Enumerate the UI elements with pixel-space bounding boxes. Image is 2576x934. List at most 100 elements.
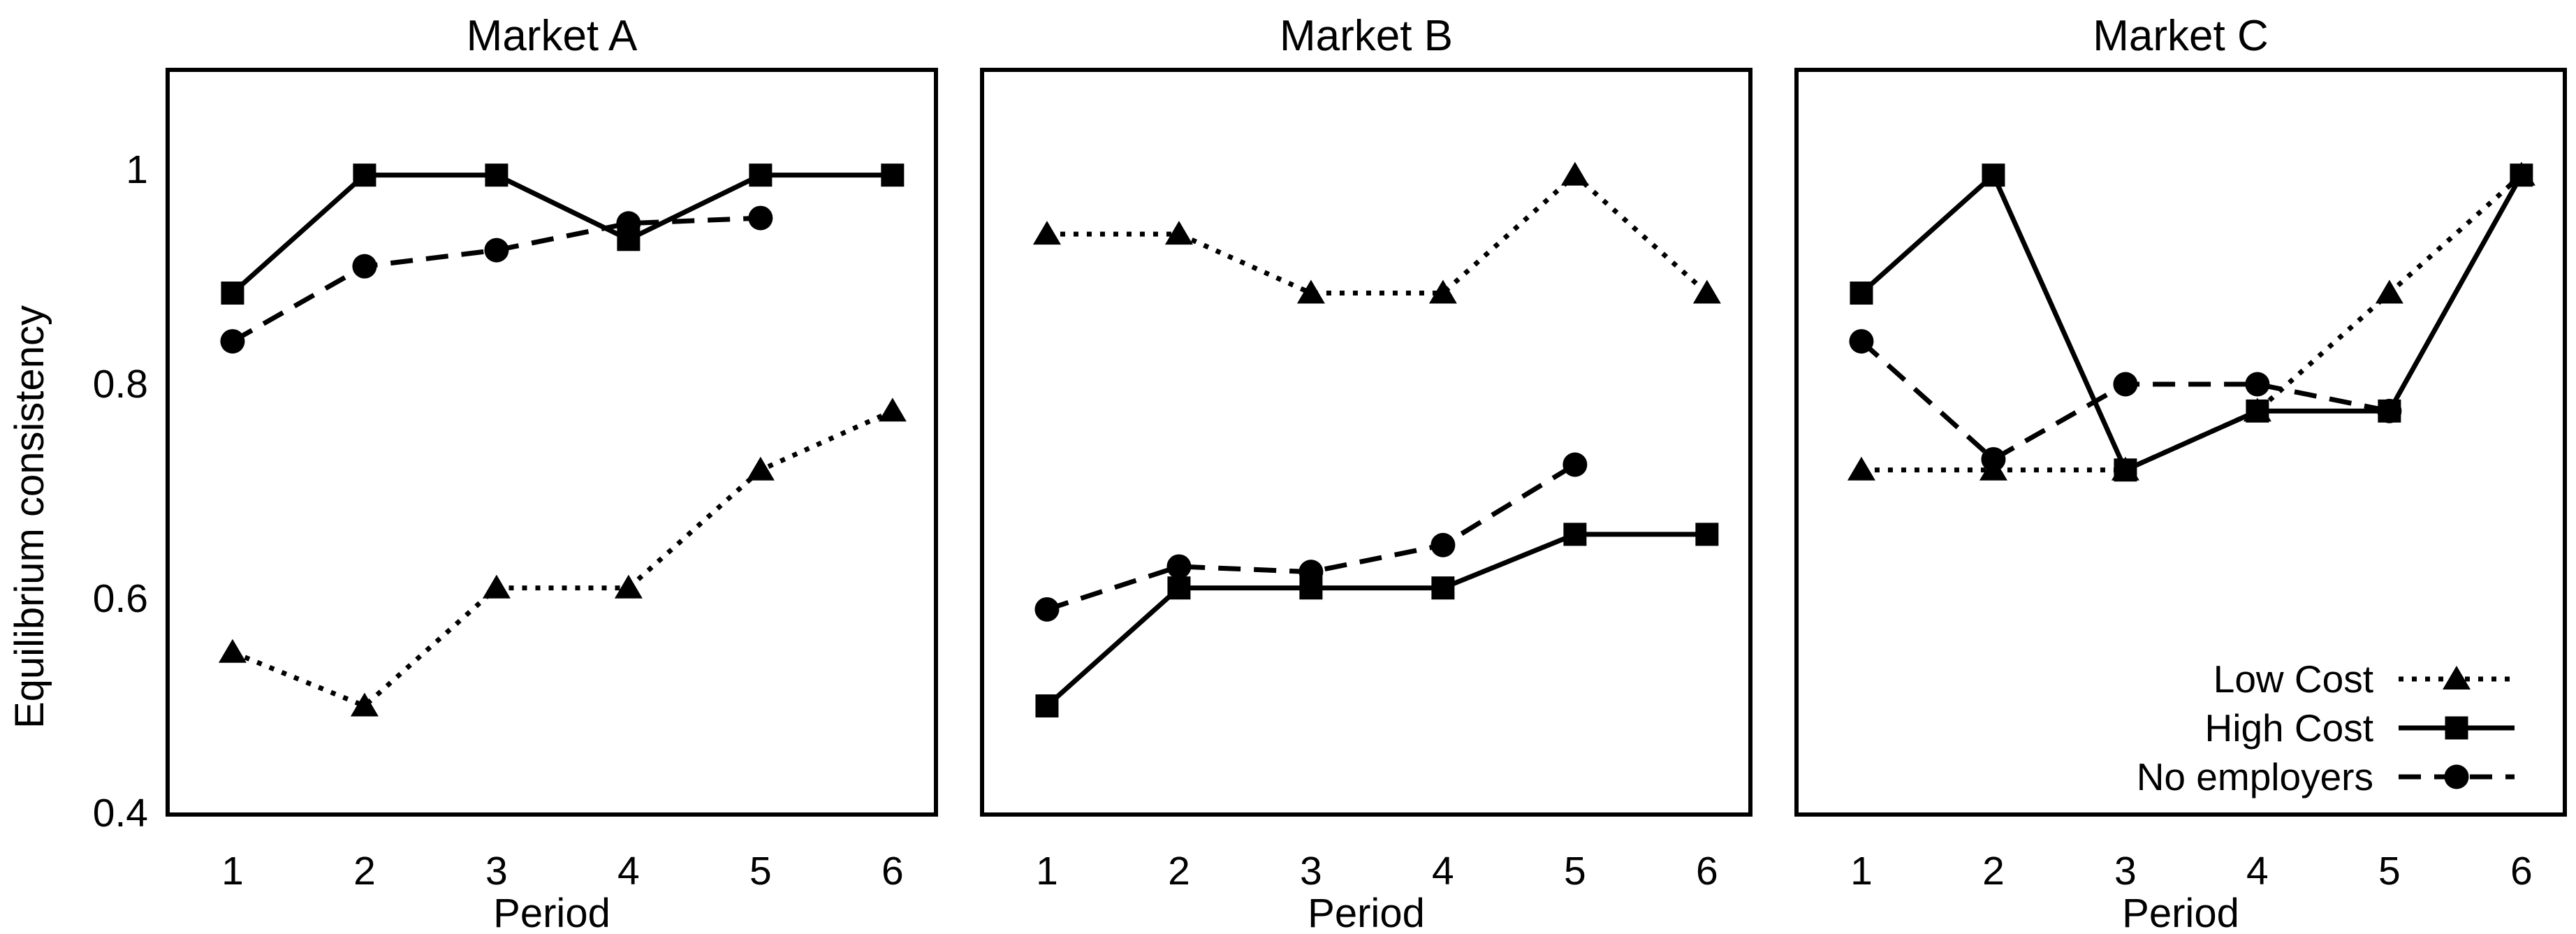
y-tick-label: 0.8 bbox=[93, 362, 148, 407]
panel-market-a: Market A 1 2 3 4 5 6 Period bbox=[166, 12, 938, 934]
series-high-cost bbox=[1850, 163, 2533, 482]
square-marker bbox=[221, 282, 244, 305]
x-axis-title: Period bbox=[2122, 891, 2239, 934]
square-marker bbox=[1035, 694, 1059, 717]
y-axis-title: Equilibrium consistency bbox=[7, 305, 52, 729]
circle-marker bbox=[2444, 764, 2469, 789]
x-tick-label: 6 bbox=[1696, 849, 1718, 893]
legend-entry-no-employers: No employers bbox=[2137, 755, 2515, 798]
solid-line bbox=[1859, 170, 2524, 474]
plot-frame bbox=[166, 68, 938, 817]
square-marker bbox=[617, 228, 641, 251]
dashed-line bbox=[231, 215, 761, 344]
triangle-marker bbox=[1847, 456, 1875, 481]
triangle-marker bbox=[1692, 279, 1721, 304]
panel-market-c: Market C 1 2 3 4 5 6 Period bbox=[1794, 12, 2567, 934]
circle-marker bbox=[748, 205, 773, 231]
triangle-marker bbox=[1296, 279, 1325, 304]
legend-label: High Cost bbox=[2205, 706, 2373, 750]
circle-marker bbox=[1166, 554, 1192, 579]
series-low-cost bbox=[1032, 161, 1721, 304]
x-tick-label: 1 bbox=[1850, 849, 1873, 893]
x-tick-label: 2 bbox=[353, 849, 376, 893]
x-tick-label: 5 bbox=[749, 849, 772, 893]
triangle-marker bbox=[218, 639, 247, 663]
x-tick-label: 4 bbox=[1432, 849, 1454, 893]
triangle-marker bbox=[350, 692, 379, 717]
triangle-marker bbox=[878, 397, 907, 422]
square-marker bbox=[2378, 399, 2401, 423]
triangle-marker bbox=[1560, 161, 1589, 186]
triangle-marker bbox=[1032, 221, 1061, 245]
series-high-cost bbox=[1035, 523, 1719, 717]
dotted-line bbox=[231, 409, 894, 709]
x-tick-label: 5 bbox=[2378, 849, 2401, 893]
square-marker bbox=[881, 163, 905, 187]
y-tick-label: 0.6 bbox=[93, 576, 148, 621]
triangle-marker bbox=[1428, 279, 1457, 304]
x-tick-label: 2 bbox=[1168, 849, 1190, 893]
square-marker bbox=[1695, 523, 1719, 546]
square-marker bbox=[2445, 716, 2468, 740]
x-tick-label: 5 bbox=[1564, 849, 1586, 893]
y-tick-label: 1 bbox=[126, 147, 148, 192]
x-tick-label: 1 bbox=[1036, 849, 1058, 893]
series-no-employers bbox=[1034, 452, 1588, 622]
x-tick-label: 4 bbox=[617, 849, 640, 893]
panel-title: Market B bbox=[1280, 12, 1453, 60]
y-tick-label: 0.4 bbox=[93, 791, 148, 836]
circle-marker bbox=[352, 254, 377, 279]
x-tick-label: 3 bbox=[2114, 849, 2137, 893]
solid-line bbox=[230, 173, 893, 295]
solid-line bbox=[1045, 532, 1707, 708]
series-no-employers bbox=[220, 205, 773, 354]
triangle-marker bbox=[2443, 666, 2471, 689]
panel-market-b: Market B 1 2 3 4 5 6 Period bbox=[980, 12, 1752, 934]
panel-title: Market A bbox=[467, 12, 638, 60]
square-marker bbox=[1431, 576, 1455, 600]
circle-marker bbox=[1981, 446, 2006, 472]
square-marker bbox=[1850, 282, 1873, 305]
plot-frame bbox=[980, 68, 1752, 817]
circle-marker bbox=[1034, 597, 1060, 622]
x-tick-label: 6 bbox=[2510, 849, 2533, 893]
square-marker bbox=[1299, 576, 1323, 600]
legend-entry-low-cost: Low Cost bbox=[2213, 657, 2515, 701]
panel-title: Market C bbox=[2093, 12, 2268, 60]
legend: Low Cost High Cost No employers bbox=[2137, 657, 2515, 798]
triangle-marker bbox=[482, 574, 511, 599]
square-marker bbox=[2510, 163, 2533, 187]
circle-marker bbox=[1563, 452, 1588, 477]
x-axis-title: Period bbox=[1308, 891, 1425, 934]
square-marker bbox=[2114, 458, 2137, 482]
series-high-cost bbox=[221, 163, 905, 305]
x-tick-label: 2 bbox=[1982, 849, 2005, 893]
legend-label: Low Cost bbox=[2213, 657, 2373, 701]
square-marker bbox=[485, 163, 508, 187]
triangle-marker bbox=[1164, 221, 1193, 245]
legend-label: No employers bbox=[2137, 755, 2373, 798]
triangle-marker bbox=[746, 456, 775, 481]
square-marker bbox=[1982, 163, 2005, 187]
x-tick-label: 1 bbox=[221, 849, 244, 893]
x-tick-label: 4 bbox=[2246, 849, 2269, 893]
dotted-line bbox=[1046, 171, 1709, 296]
triangle-marker bbox=[2375, 279, 2403, 304]
square-marker bbox=[1167, 576, 1191, 600]
legend-entry-high-cost: High Cost bbox=[2205, 706, 2515, 750]
square-marker bbox=[749, 163, 773, 187]
circle-marker bbox=[484, 238, 509, 263]
square-marker bbox=[353, 163, 376, 187]
square-marker bbox=[2246, 399, 2269, 423]
circle-marker bbox=[2245, 372, 2270, 397]
x-tick-label: 3 bbox=[485, 849, 508, 893]
circle-marker bbox=[1849, 329, 1874, 354]
circle-marker bbox=[1430, 532, 1456, 557]
circle-marker bbox=[220, 329, 245, 354]
series-low-cost bbox=[218, 397, 907, 717]
circle-marker bbox=[2113, 372, 2138, 397]
triangle-marker bbox=[614, 574, 643, 599]
